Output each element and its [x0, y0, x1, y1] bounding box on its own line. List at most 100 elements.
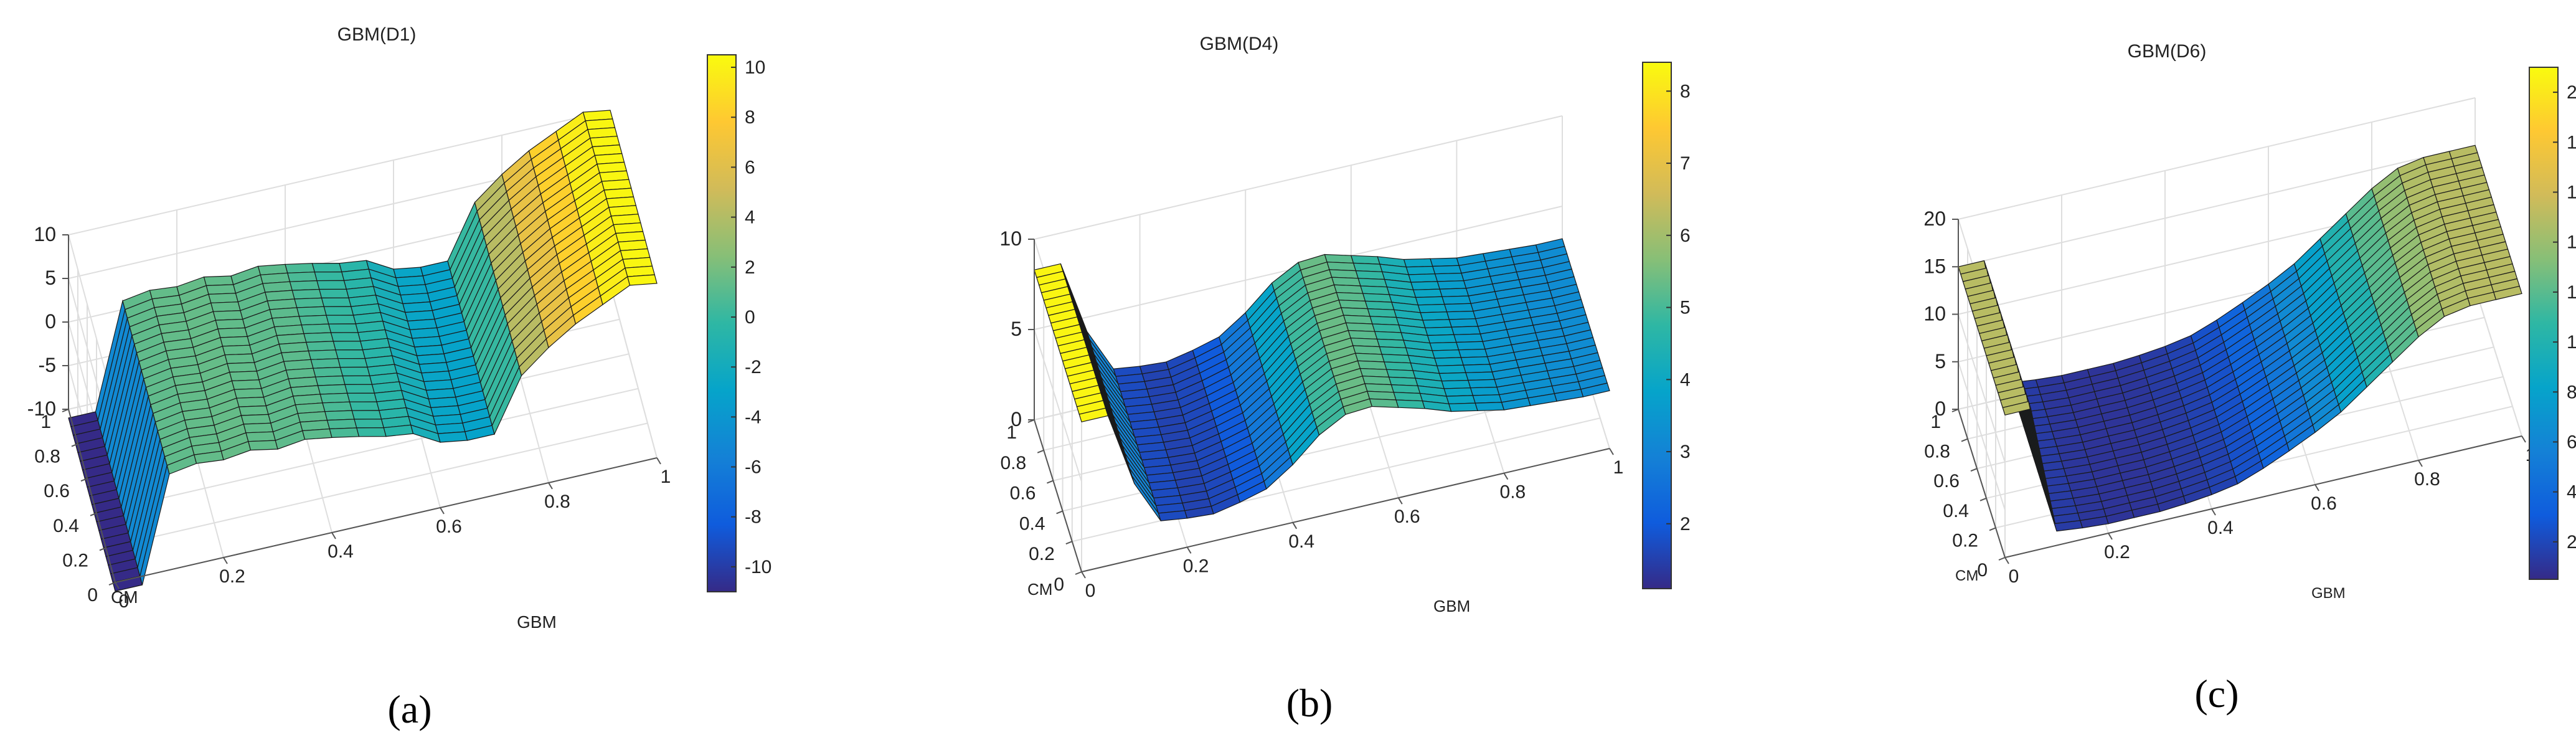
colorbar-tick-label: 14	[2567, 232, 2576, 253]
surface-patch	[1422, 319, 1453, 328]
z-axis: -10 -5 0 5 10	[27, 223, 69, 420]
colorbar-tick-label: 4	[745, 207, 755, 228]
surface-patch	[1427, 334, 1457, 344]
y-tick-label: 0.8	[1924, 442, 1950, 462]
surface-patch	[2493, 285, 2522, 300]
x-tick-label: 0.2	[2104, 542, 2130, 562]
z-tick-label: 0	[1935, 397, 1946, 420]
z-tick-label: 5	[1011, 318, 1022, 340]
y-tick	[1970, 468, 1978, 472]
surface-patch	[1424, 326, 1455, 336]
colorbar-tick-label: -2	[745, 357, 762, 377]
x-tick	[1397, 497, 1403, 505]
x-tick	[1609, 448, 1614, 455]
z-tick-label: 0	[1011, 408, 1022, 430]
y-tick-label: 0.2	[1029, 544, 1055, 564]
surface-patch	[1438, 372, 1469, 382]
surface-patch	[1408, 273, 1438, 283]
surface-patch	[1405, 265, 1436, 275]
y-tick	[90, 512, 97, 516]
y-tick-label: 0	[87, 585, 98, 605]
surface-patch	[1395, 399, 1426, 409]
z-tick-label: 0	[45, 310, 56, 333]
colorbar-tick-label: 6	[745, 157, 755, 178]
colorbar-ticks: -10 -8 -6 -4 -2 0 2 4 6 8 10	[731, 57, 771, 577]
panel-b: GBM(D4) 0 0.2 0.4 0.6 0.8 1 0 0.2 0.4 0.6 0.8 1 0 5…	[999, 34, 1690, 725]
surface-patch	[301, 323, 332, 335]
colorbar-tick-label: 2	[2567, 532, 2576, 553]
colorbar-ticks: 2 4 6 8 10 12 14 16 18 20	[2553, 82, 2576, 553]
surface-patch	[1455, 341, 1486, 351]
surface-patch	[1434, 357, 1465, 366]
surface-patch	[321, 297, 352, 307]
surface-patch	[236, 396, 267, 407]
surface-patch	[217, 327, 248, 338]
z-tick-label: 10	[34, 223, 56, 245]
surface-patch	[351, 410, 382, 420]
surface-patch	[1446, 310, 1476, 320]
y-tick-label: 0.8	[34, 447, 60, 467]
x-tick-label: 0.6	[2311, 493, 2337, 514]
colorbar-tick-label: 8	[745, 107, 755, 128]
x-tick-label: 0.6	[1394, 506, 1420, 527]
colorbar	[707, 54, 737, 592]
y-tick	[1075, 571, 1082, 575]
colorbar-tick-label: 16	[2567, 182, 2576, 202]
surface-patch	[1441, 295, 1472, 305]
colorbar-tick-label: -4	[745, 407, 762, 427]
x-tick	[2314, 484, 2319, 491]
surface-patch	[1403, 258, 1433, 268]
surface-patch	[245, 431, 276, 442]
surface-patch	[1448, 402, 1478, 412]
x-tick	[2108, 533, 2113, 540]
surface-patch	[323, 306, 354, 316]
surface-patch	[1580, 382, 1610, 397]
surface-patch	[1453, 333, 1484, 343]
y-tick-label: 0.4	[1943, 501, 1969, 521]
y-tick	[1037, 449, 1044, 453]
x-tick	[548, 482, 553, 490]
colorbar-tick-label: 8	[1680, 81, 1691, 102]
y-tick-label: 1	[1930, 412, 1941, 432]
surface-patch	[315, 375, 346, 386]
surface-patch	[317, 384, 348, 395]
colorbar-tick-label: 2	[1680, 514, 1691, 534]
y-tick-label: 0.6	[1010, 483, 1036, 504]
colorbar	[1642, 62, 1672, 589]
surface-patch	[314, 271, 345, 282]
surface-patch	[1412, 288, 1443, 298]
surface-patch	[1448, 318, 1479, 328]
colorbar-ticks: 2 3 4 5 6 7 8	[1666, 81, 1691, 534]
surface-patch	[238, 405, 269, 416]
surface-patch	[1474, 402, 1505, 411]
surface-patch	[231, 379, 262, 390]
surface-patch	[344, 384, 375, 394]
colorbar-tick-label: 0	[745, 307, 755, 328]
x-tick-label: 0.6	[436, 516, 462, 537]
surface-patch	[302, 428, 333, 440]
x-tick-label: 0	[2009, 566, 2019, 587]
y-tick-label: 0.6	[44, 481, 70, 501]
surface-patch	[243, 422, 274, 434]
z-axis: 0 5 10	[999, 227, 1035, 430]
surface-patch	[291, 288, 323, 300]
colorbar	[2529, 67, 2559, 580]
surface-patch	[224, 353, 255, 364]
surface-patch	[437, 431, 468, 443]
y-tick	[80, 478, 88, 482]
surface-patch	[229, 371, 260, 382]
surface-patch	[342, 375, 373, 386]
surface-patch	[248, 440, 278, 451]
surface-patch	[294, 297, 325, 308]
x-tick	[1292, 522, 1298, 529]
y-axis: 0 0.2 0.4 0.6 0.8 1	[1924, 409, 2006, 581]
y-axis-line	[1958, 409, 2006, 558]
surface-patch	[319, 392, 351, 404]
z-tick-label: 15	[1923, 255, 1946, 277]
surface-patch	[1460, 356, 1491, 366]
surface-patch	[324, 410, 355, 421]
y-tick	[1998, 557, 2006, 561]
y-tick	[108, 582, 116, 586]
x-axis-label: GBM	[517, 612, 557, 632]
